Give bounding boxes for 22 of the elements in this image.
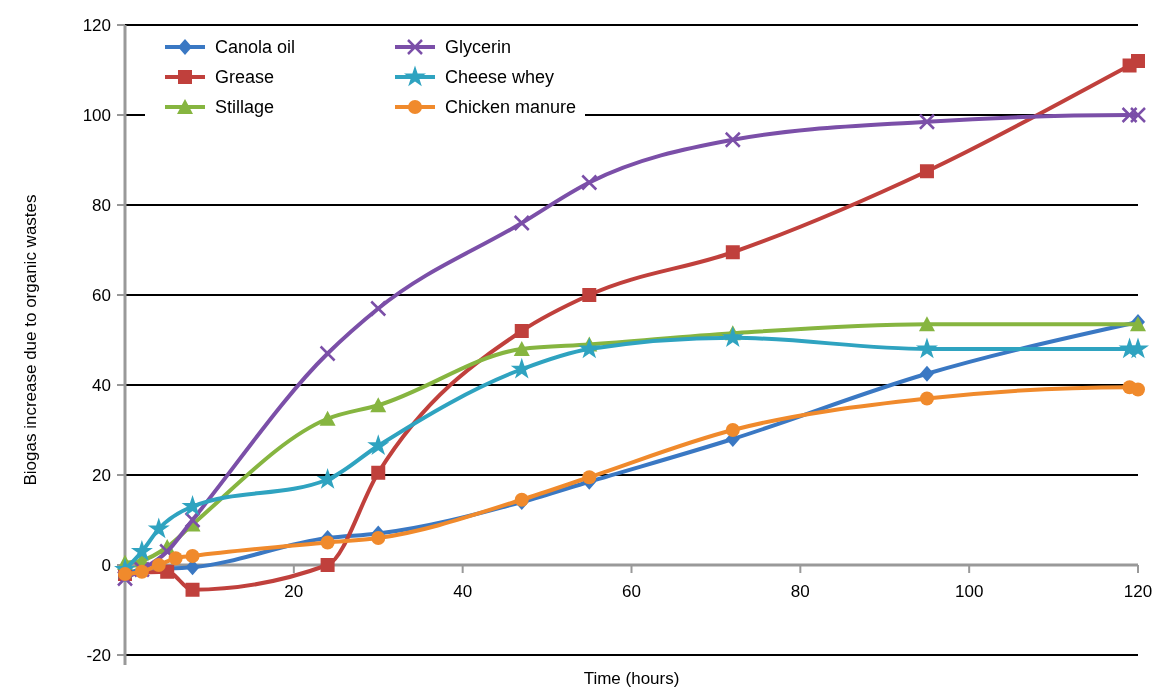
x-tick-label: 120	[1123, 582, 1153, 601]
legend-label: Cheese whey	[445, 67, 555, 88]
y-tick-label: -20	[86, 645, 111, 665]
x-tick-label: 60	[622, 582, 641, 601]
x-axis-title: Time (hours)	[583, 669, 680, 688]
y-tick-label: 0	[101, 555, 111, 575]
x-tick-label: 40	[453, 582, 473, 601]
legend-label: Canola oil	[215, 37, 296, 58]
y-tick-label: 120	[82, 15, 111, 35]
legend-label: Chicken manure	[445, 97, 577, 118]
x-tick-label: 80	[790, 582, 810, 601]
y-tick-label: 100	[82, 105, 111, 125]
y-tick-label: 80	[92, 195, 111, 215]
y-tick-label: 60	[92, 285, 111, 305]
x-tick-label: 20	[284, 582, 304, 601]
legend-label: Stillage	[215, 97, 275, 118]
legend-label: Glycerin	[445, 37, 512, 58]
y-axis-title: Biogas increase due to organic wastes	[21, 194, 40, 486]
y-tick-label: 20	[92, 465, 111, 485]
legend-label: Grease	[215, 67, 275, 88]
x-tick-label: 100	[954, 582, 984, 601]
y-tick-label: 40	[92, 375, 111, 395]
